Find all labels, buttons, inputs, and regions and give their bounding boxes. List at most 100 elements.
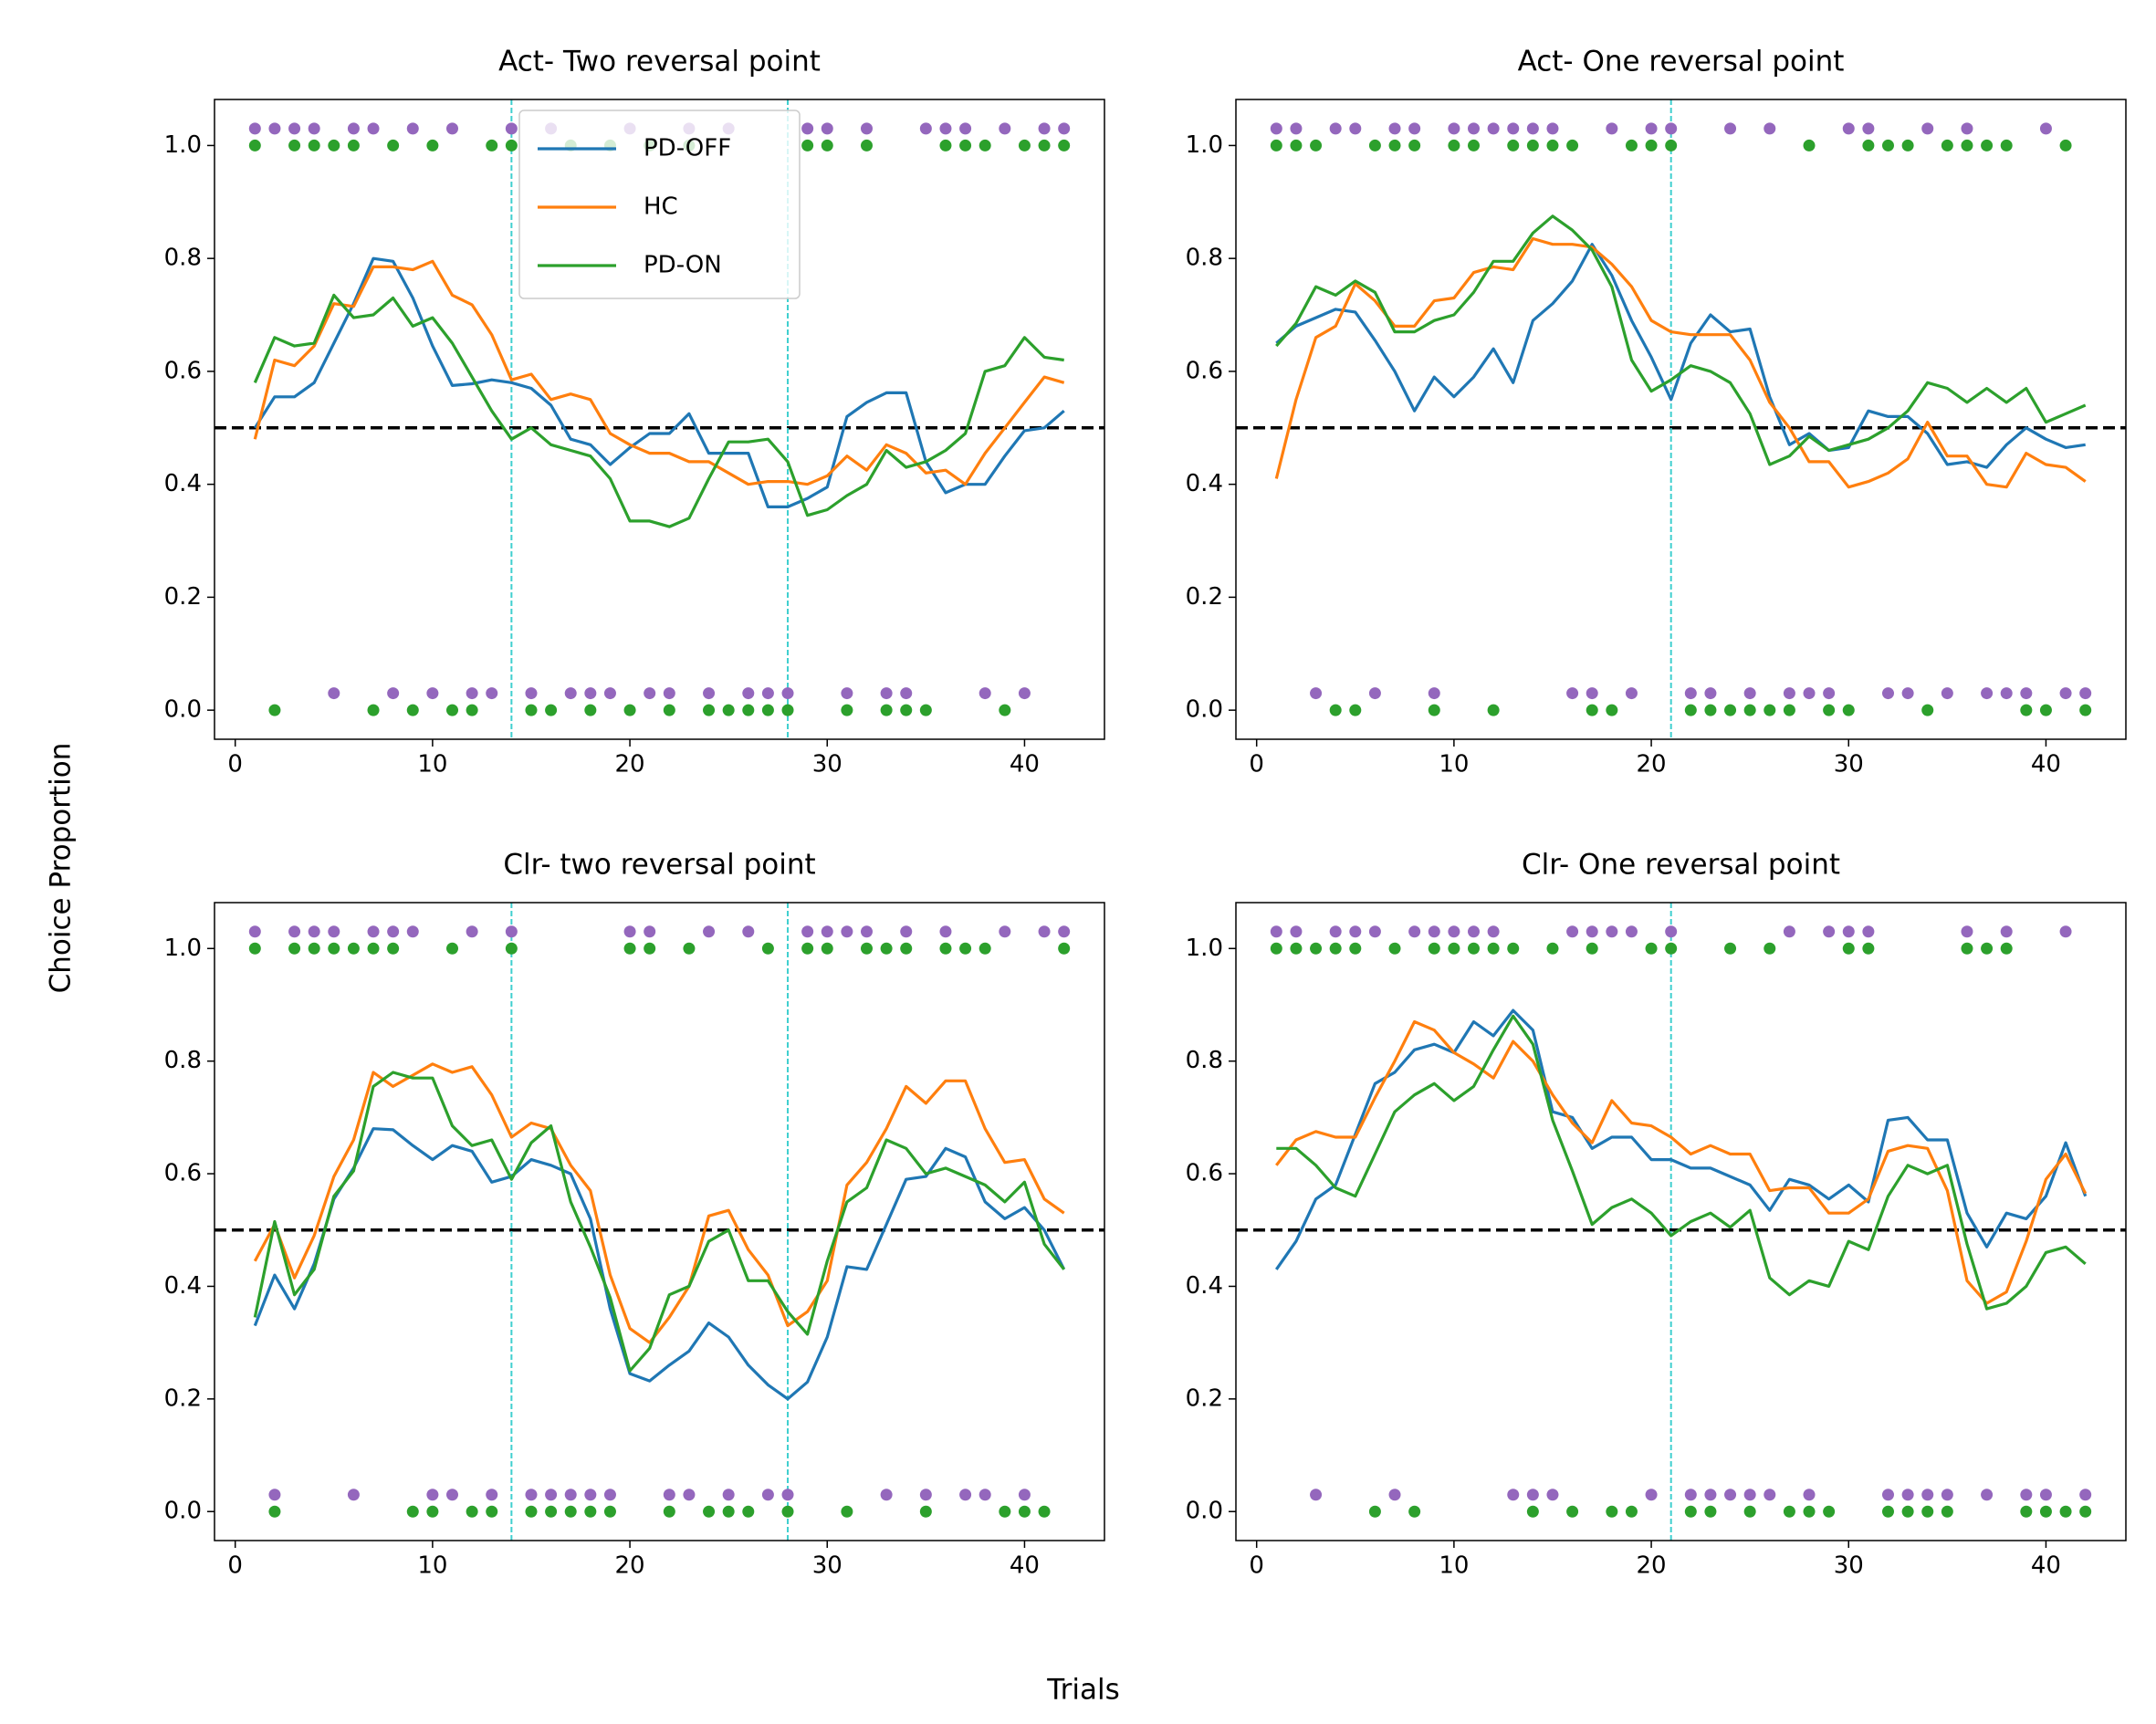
choice-dot (2020, 704, 2033, 716)
y-tick-label: 0.0 (164, 1498, 202, 1525)
choice-dot (466, 704, 478, 716)
choice-dot (919, 122, 932, 135)
choice-dot (1724, 1489, 1737, 1501)
x-tick-label: 20 (1637, 751, 1667, 778)
choice-dot (999, 704, 1011, 716)
choice-dot (1507, 1489, 1520, 1501)
choice-dot (288, 122, 301, 135)
choice-dot (999, 1505, 1011, 1518)
x-tick-label: 20 (615, 1552, 645, 1580)
choice-dot (1724, 704, 1737, 716)
choice-dot (1862, 122, 1875, 135)
choice-dot (1684, 1489, 1697, 1501)
choice-dot (367, 925, 380, 938)
choice-dot (367, 704, 380, 716)
choice-dot (781, 1505, 794, 1518)
y-tick-label: 0.4 (164, 1272, 202, 1300)
choice-dot (1704, 687, 1717, 700)
y-tick-label: 1.0 (164, 935, 202, 962)
axes-frame (1235, 902, 2127, 1541)
data-line (1275, 243, 2086, 469)
choice-dot (1921, 1505, 1934, 1518)
choice-dot (919, 704, 932, 716)
choice-dot (1704, 1505, 1717, 1518)
choice-dot (1526, 1505, 1539, 1518)
choice-dot (722, 1505, 735, 1518)
choice-dot (1546, 122, 1559, 135)
choice-dot (1468, 122, 1481, 135)
choice-dot (1058, 925, 1071, 938)
choice-dot (1684, 687, 1697, 700)
choice-dot (1823, 925, 1836, 938)
choice-dot (486, 139, 498, 152)
choice-dot (2079, 687, 2092, 700)
choice-dot (1586, 942, 1598, 955)
choice-dot (1546, 1489, 1559, 1501)
choice-dot (1507, 139, 1520, 152)
choice-dot (1368, 925, 1381, 938)
choice-dot (1310, 1489, 1323, 1501)
choice-dot (1981, 942, 1994, 955)
choice-dot (1428, 687, 1440, 700)
choice-dot (683, 942, 696, 955)
choice-dot (1388, 139, 1401, 152)
choice-dot (347, 942, 360, 955)
subplot-title: Clr- two reversal point (503, 849, 815, 882)
choice-dot (703, 1505, 716, 1518)
choice-dot (1329, 925, 1342, 938)
choice-dot (2000, 925, 2013, 938)
choice-dot (860, 942, 873, 955)
choice-dot (722, 1489, 735, 1501)
subplot-title: Act- Two reversal point (498, 46, 821, 78)
choice-dot (1842, 925, 1855, 938)
choice-dot (288, 925, 301, 938)
choice-dot (644, 942, 656, 955)
choice-dot (1823, 704, 1836, 716)
y-tick-label: 0.6 (1186, 1160, 1223, 1187)
choice-dot (603, 1489, 616, 1501)
choice-dot (1408, 139, 1421, 152)
choice-dot (1881, 687, 1894, 700)
choice-dot (308, 122, 320, 135)
choice-dot (959, 139, 972, 152)
y-tick-label: 0.6 (164, 1160, 202, 1187)
choice-dot (288, 139, 301, 152)
choice-dot (821, 139, 833, 152)
legend-label: PD-ON (644, 252, 722, 279)
choice-dot (1468, 139, 1481, 152)
choice-dot (1783, 687, 1795, 700)
choice-dot (347, 1489, 360, 1501)
choice-dot (1901, 139, 1914, 152)
choice-dot (821, 942, 833, 955)
y-tick-label: 0.2 (1186, 1384, 1223, 1412)
choice-dot (1368, 139, 1381, 152)
choice-dot (1290, 139, 1303, 152)
choice-dot (1428, 704, 1440, 716)
choice-dot (525, 1505, 538, 1518)
subplot: Clr- two reversal point 0 10 20 30 40 0.0 0.2 0.… (164, 849, 1105, 1580)
choice-dot (328, 942, 340, 955)
choice-dot (2079, 1489, 2092, 1501)
choice-dot (1862, 942, 1875, 955)
data-line (253, 1071, 1065, 1373)
choice-dot (1862, 925, 1875, 938)
choice-dot (1665, 925, 1678, 938)
choice-dot (1981, 139, 1994, 152)
data-line (1275, 1019, 2088, 1305)
choice-dot (1961, 139, 1973, 152)
x-tick-label: 30 (1834, 1552, 1864, 1580)
choice-dot (248, 122, 261, 135)
choice-dot (446, 942, 459, 955)
choice-dot (545, 1505, 558, 1518)
choice-dot (1941, 1505, 1953, 1518)
legend: PD-OFF HC PD-ON (518, 110, 801, 299)
choice-dot (1038, 1505, 1051, 1518)
choice-dot (426, 687, 439, 700)
choice-dot (860, 122, 873, 135)
data-line (1276, 1014, 2087, 1311)
choice-dot (959, 942, 972, 955)
choice-dot (486, 1505, 498, 1518)
choice-dot (1764, 1489, 1776, 1501)
choice-dot (979, 942, 991, 955)
